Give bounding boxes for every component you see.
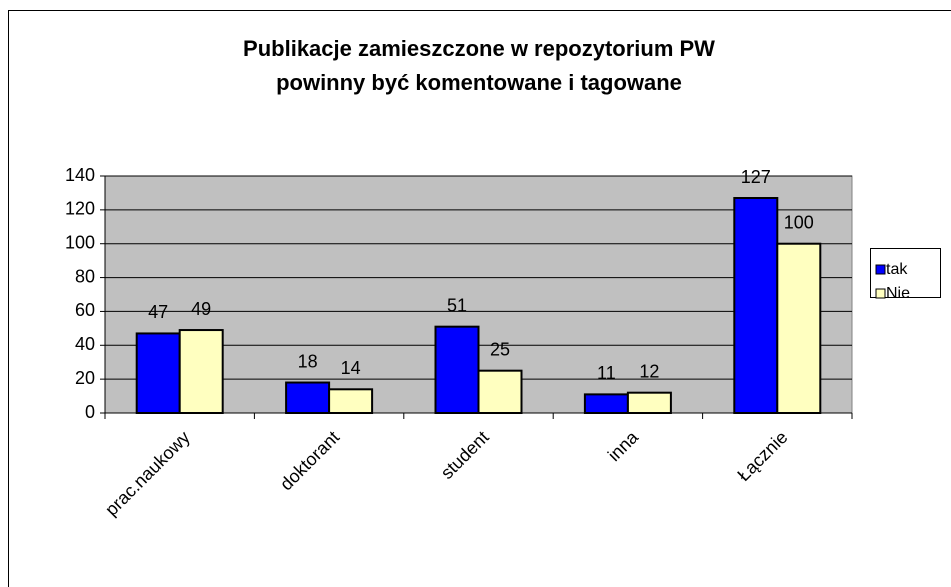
data-label: 49 <box>191 299 211 319</box>
bar <box>434 325 480 414</box>
data-label: 100 <box>784 212 814 232</box>
y-tick-label: 140 <box>65 165 95 185</box>
bar <box>135 332 181 414</box>
bar <box>178 329 224 414</box>
bar <box>626 391 672 414</box>
data-label: 18 <box>298 351 318 371</box>
bar <box>583 393 629 414</box>
bar <box>733 197 779 414</box>
data-label: 11 <box>597 363 616 383</box>
y-tick-label: 40 <box>75 334 95 354</box>
data-label: 47 <box>148 302 168 322</box>
bar <box>328 388 374 414</box>
data-label: 14 <box>341 358 361 378</box>
y-tick-label: 60 <box>75 300 95 320</box>
legend-label: tak <box>886 261 908 278</box>
data-label: 127 <box>741 167 771 187</box>
y-tick-label: 0 <box>85 402 95 422</box>
bar <box>477 369 523 414</box>
chart-title: Publikacje zamieszczone w repozytorium P… <box>243 36 715 61</box>
legend-swatch <box>875 264 886 275</box>
y-tick-label: 120 <box>65 199 95 219</box>
chart-title: powinny być komentowane i tagowane <box>276 70 682 95</box>
y-tick-label: 100 <box>65 232 95 252</box>
data-label: 12 <box>639 361 659 381</box>
legend-label: Nie <box>886 285 910 302</box>
legend: tak Nie <box>870 248 941 302</box>
data-label: 51 <box>447 295 467 315</box>
legend-swatch <box>875 288 886 299</box>
y-tick-label: 20 <box>75 368 95 388</box>
bar <box>776 242 822 414</box>
data-label: 25 <box>490 339 510 359</box>
y-tick-label: 80 <box>75 266 95 286</box>
bar <box>285 381 331 414</box>
